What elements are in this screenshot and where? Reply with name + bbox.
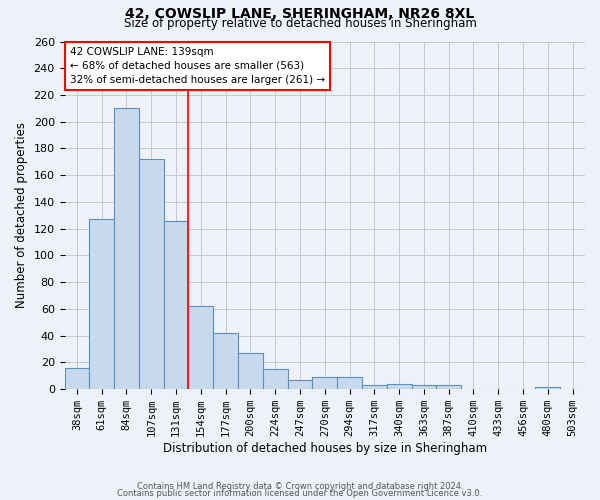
- Bar: [263, 369, 287, 389]
- Bar: [412, 385, 436, 389]
- Bar: [313, 377, 337, 389]
- Bar: [213, 333, 238, 389]
- Bar: [89, 220, 114, 389]
- Bar: [164, 220, 188, 389]
- Text: Contains HM Land Registry data © Crown copyright and database right 2024.: Contains HM Land Registry data © Crown c…: [137, 482, 463, 491]
- Y-axis label: Number of detached properties: Number of detached properties: [15, 122, 28, 308]
- X-axis label: Distribution of detached houses by size in Sheringham: Distribution of detached houses by size …: [163, 442, 487, 455]
- Bar: [114, 108, 139, 389]
- Bar: [139, 159, 164, 389]
- Bar: [337, 377, 362, 389]
- Bar: [188, 306, 213, 389]
- Text: 42, COWSLIP LANE, SHERINGHAM, NR26 8XL: 42, COWSLIP LANE, SHERINGHAM, NR26 8XL: [125, 8, 475, 22]
- Text: 42 COWSLIP LANE: 139sqm
← 68% of detached houses are smaller (563)
32% of semi-d: 42 COWSLIP LANE: 139sqm ← 68% of detache…: [70, 46, 325, 84]
- Text: Contains public sector information licensed under the Open Government Licence v3: Contains public sector information licen…: [118, 489, 482, 498]
- Bar: [287, 380, 313, 389]
- Bar: [535, 386, 560, 389]
- Text: Size of property relative to detached houses in Sheringham: Size of property relative to detached ho…: [124, 16, 476, 30]
- Bar: [387, 384, 412, 389]
- Bar: [238, 353, 263, 389]
- Bar: [436, 385, 461, 389]
- Bar: [362, 385, 387, 389]
- Bar: [65, 368, 89, 389]
